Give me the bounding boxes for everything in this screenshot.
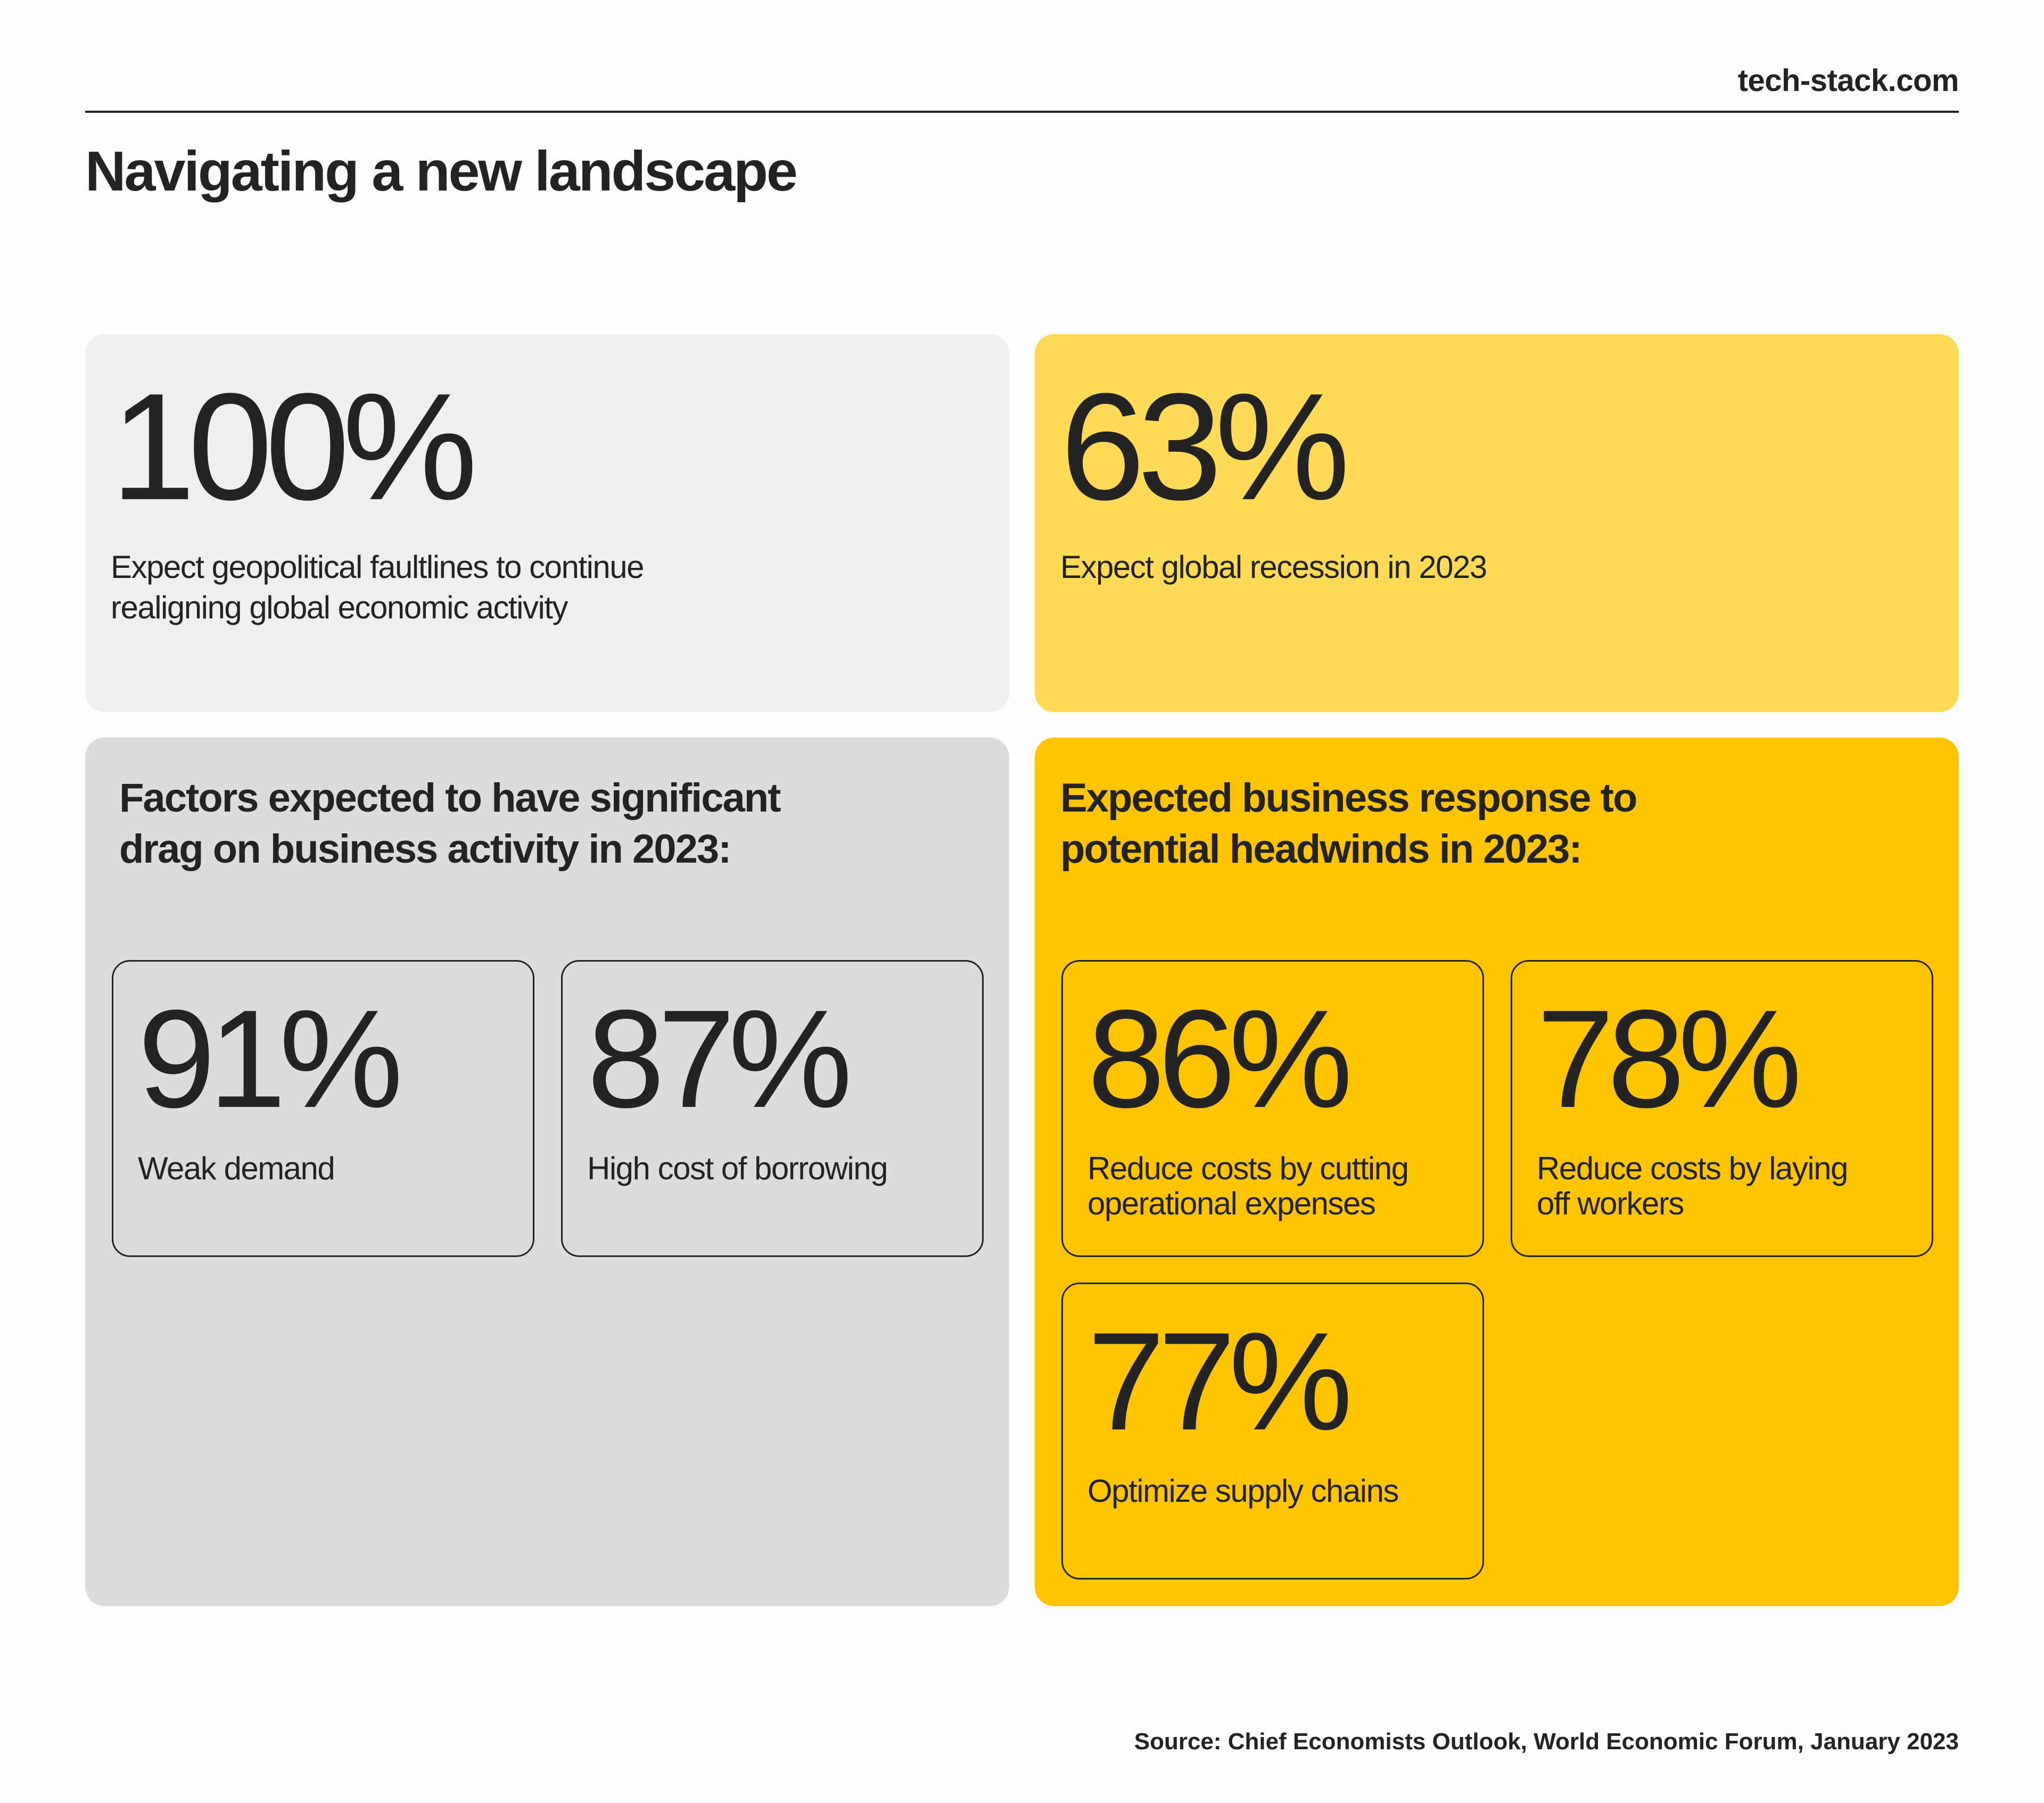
page-title: Navigating a new landscape xyxy=(85,140,798,203)
site-name: tech-stack.com xyxy=(1737,63,1959,98)
stat-label-line1: Optimize supply chains xyxy=(1087,1473,1399,1509)
stat-value: 77% xyxy=(1087,1303,1353,1459)
factor-high-borrowing-cost: 87% High cost of borrowing xyxy=(561,960,984,1257)
factors-card: Factors expected to have significant dra… xyxy=(85,738,1009,1606)
source-citation: Source: Chief Economists Outlook, World … xyxy=(1134,1728,1959,1755)
stat-label-line1: Reduce costs by laying xyxy=(1537,1151,1849,1186)
geopolitical-value: 100% xyxy=(111,361,477,532)
factors-heading-line1: Factors expected to have significant xyxy=(119,775,781,821)
response-card: Expected business response to potential … xyxy=(1035,738,1959,1606)
geopolitical-description: Expect geopolitical faultlines to contin… xyxy=(111,547,645,628)
response-cut-operational-expenses: 86% Reduce costs by cutting operational … xyxy=(1061,960,1484,1257)
stat-label: Optimize supply chains xyxy=(1087,1473,1399,1509)
geopolitical-description-line2: realigning global economic activity xyxy=(111,590,568,625)
response-heading-line2: potential headwinds in 2023: xyxy=(1060,826,1583,872)
stat-label: Reduce costs by cutting operational expe… xyxy=(1087,1151,1409,1221)
stat-label-line1: Weak demand xyxy=(138,1151,335,1186)
stat-label-line1: Reduce costs by cutting xyxy=(1087,1151,1409,1186)
geopolitical-card: 100% Expect geopolitical faultlines to c… xyxy=(85,334,1009,712)
stat-label: High cost of borrowing xyxy=(587,1151,888,1186)
stat-label-line1: High cost of borrowing xyxy=(587,1151,888,1186)
geopolitical-description-line1: Expect geopolitical faultlines to contin… xyxy=(111,549,645,585)
response-lay-off-workers: 78% Reduce costs by laying off workers xyxy=(1511,960,1933,1257)
stat-value: 78% xyxy=(1537,981,1802,1137)
stat-label: Weak demand xyxy=(138,1151,335,1186)
stat-label-line2: off workers xyxy=(1537,1186,1684,1221)
factors-heading-line2: drag on business activity in 2023: xyxy=(119,826,731,872)
response-heading: Expected business response to potential … xyxy=(1060,773,1637,875)
factors-heading: Factors expected to have significant dra… xyxy=(119,773,781,875)
stat-value: 87% xyxy=(587,981,852,1137)
response-optimize-supply-chains: 77% Optimize supply chains xyxy=(1061,1283,1484,1579)
header-divider xyxy=(85,111,1959,113)
stat-label: Reduce costs by laying off workers xyxy=(1537,1151,1849,1221)
recession-description: Expect global recession in 2023 xyxy=(1060,547,1487,588)
stat-value: 86% xyxy=(1087,981,1353,1137)
recession-value: 63% xyxy=(1060,361,1350,532)
recession-card: 63% Expect global recession in 2023 xyxy=(1035,334,1959,712)
response-heading-line1: Expected business response to xyxy=(1060,775,1637,821)
factor-weak-demand: 91% Weak demand xyxy=(112,960,534,1257)
recession-description-line1: Expect global recession in 2023 xyxy=(1060,549,1487,585)
stat-label-line2: operational expenses xyxy=(1087,1186,1376,1221)
stat-value: 91% xyxy=(138,981,403,1137)
